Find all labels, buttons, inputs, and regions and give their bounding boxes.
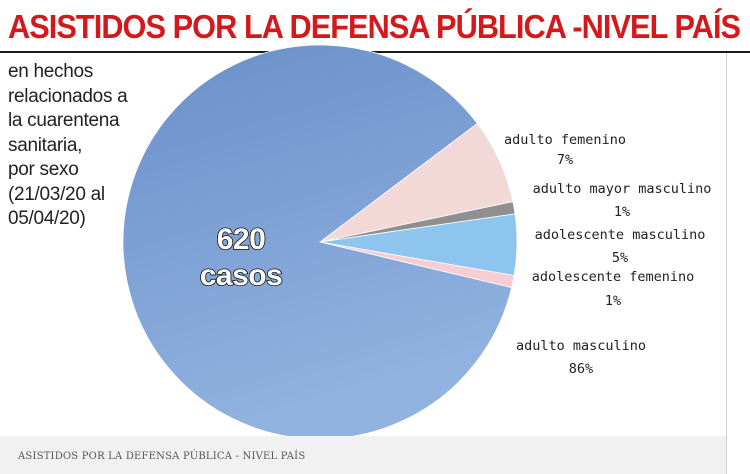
slice-category-label: adulto femenino [504,132,626,148]
subtitle-line: 05/04/20) [8,208,86,229]
total-cases-unit: casos [199,258,284,293]
right-edge-divider [726,53,727,474]
slice-category-label: adolescente femenino [532,269,695,285]
slice-category-label: adolescente masculino [535,227,706,243]
pie-slices [122,44,518,440]
subtitle-line: relacionados a [8,85,128,107]
subtitle-line: en hechos [8,61,93,82]
slice-category-label: adulto mayor masculino [533,181,712,197]
slice-value-label: 1% [605,293,621,309]
slice-value-label: 1% [614,204,630,220]
subtitle-line: sanitaria, [8,134,83,156]
pie-slice-adulto-masculino [122,44,513,440]
slice-category-label: adulto masculino [516,338,646,354]
chart-subtitle: en hechos relacionados a la cuarentena s… [8,60,136,232]
subtitle-line: la cuarentena [8,110,120,131]
slice-value-label: 86% [569,361,593,377]
page-title: ASISTIDOS POR LA DEFENSA PÚBLICA -NIVEL … [8,8,741,45]
total-cases-label: 620 casos [176,222,306,294]
subtitle-line: (21/03/20 al [8,183,105,205]
slice-labels: adulto femenino 7% adulto mayor masculino 1… [504,132,711,377]
total-cases-number: 620 [216,222,267,257]
footer-caption: ASISTIDOS POR LA DEFENSA PÚBLICA - NIVEL… [18,451,306,462]
slice-value-label: 7% [557,152,573,168]
title-divider [0,51,750,53]
subtitle-line: por sexo [8,159,79,180]
slice-value-label: 5% [612,250,628,266]
footer-bar [0,436,726,474]
